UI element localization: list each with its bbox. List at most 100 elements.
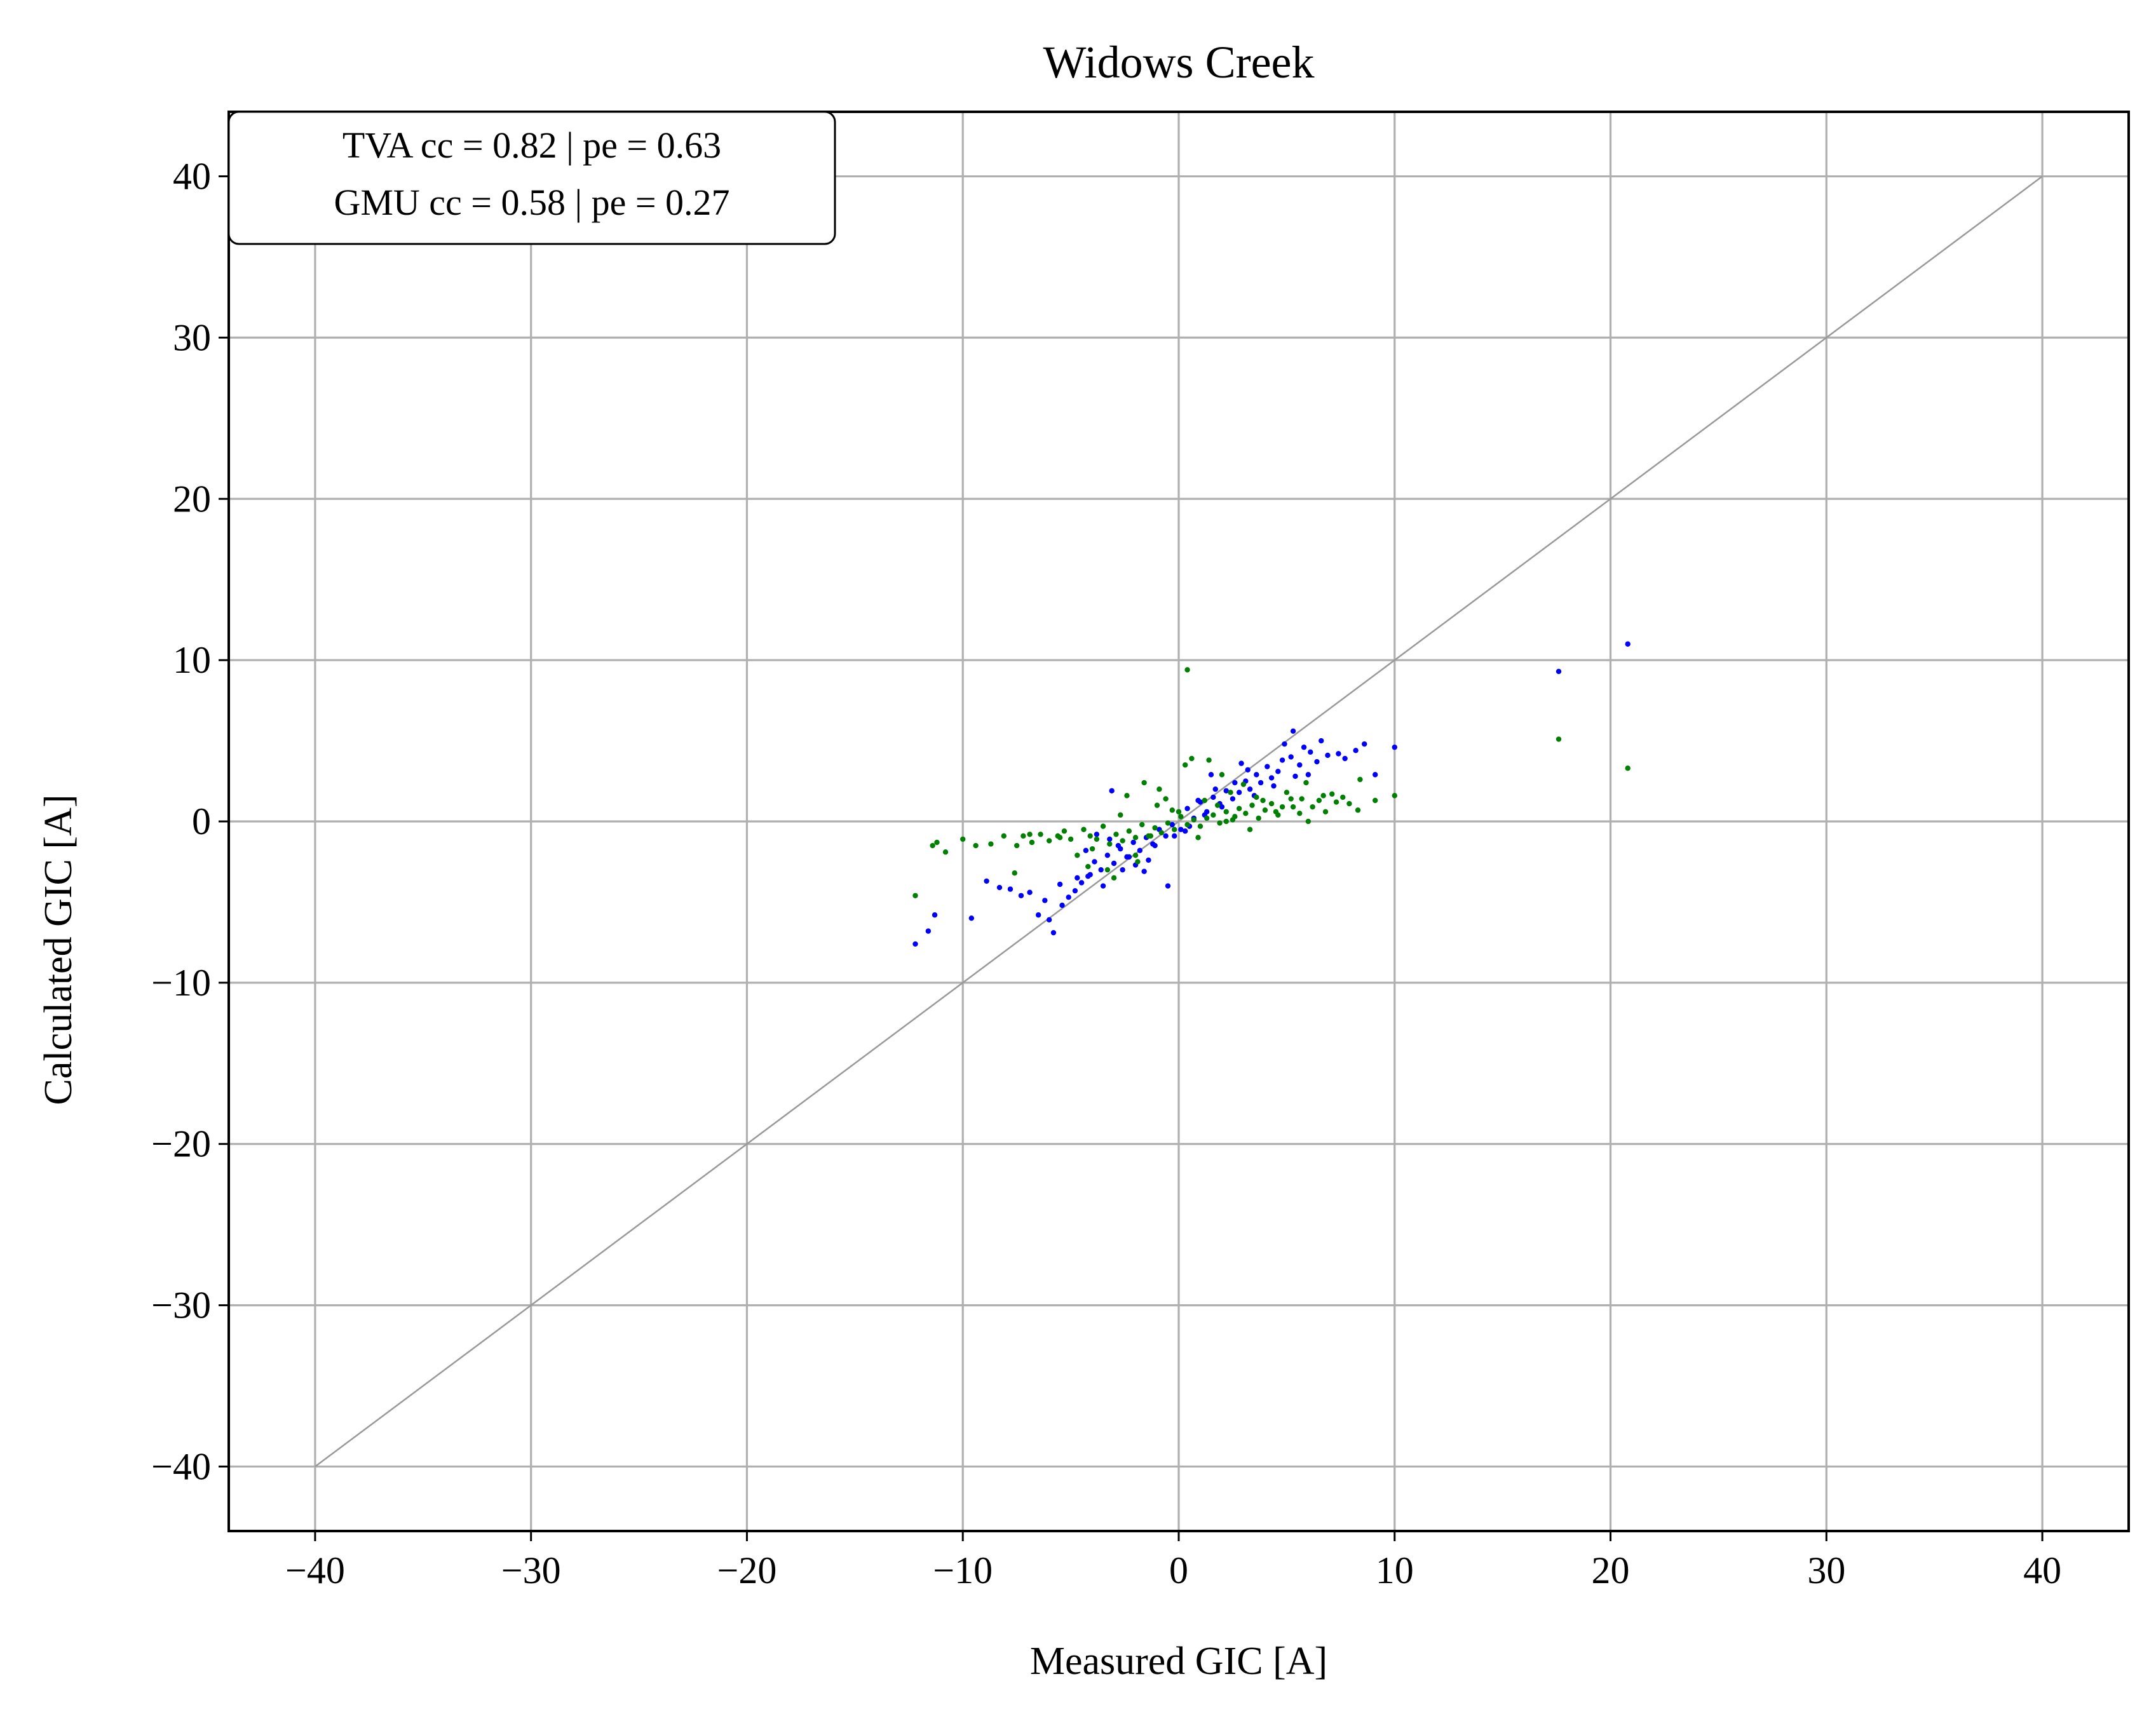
data-point — [1232, 779, 1238, 786]
series-1 — [912, 641, 1631, 947]
data-point — [1156, 786, 1162, 792]
data-point — [1115, 842, 1122, 849]
data-points — [912, 641, 1631, 947]
data-point — [1284, 790, 1290, 795]
data-point — [1046, 838, 1052, 844]
data-point — [1314, 759, 1320, 765]
data-point — [1191, 817, 1197, 823]
data-point — [1195, 797, 1201, 804]
data-point — [1262, 807, 1268, 813]
data-point — [1029, 839, 1035, 846]
data-point — [1027, 832, 1033, 837]
series-2 — [912, 667, 1631, 898]
data-point — [1075, 853, 1080, 858]
data-point — [1001, 833, 1007, 839]
data-point — [1104, 867, 1111, 873]
data-point — [1130, 839, 1136, 846]
data-point — [1299, 796, 1305, 802]
data-point — [1104, 853, 1111, 858]
data-point — [1290, 804, 1296, 810]
data-point — [1336, 751, 1341, 757]
data-point — [1316, 797, 1322, 804]
data-point — [1178, 827, 1184, 832]
data-point — [1152, 825, 1158, 831]
data-point — [1094, 836, 1100, 842]
data-point — [1305, 772, 1312, 778]
data-point — [1178, 814, 1184, 820]
data-point — [1027, 889, 1033, 895]
data-point — [1297, 811, 1303, 816]
data-point — [1372, 797, 1378, 804]
data-point — [1556, 736, 1562, 742]
data-point — [1301, 745, 1307, 750]
data-point — [1118, 812, 1123, 818]
data-point — [1012, 870, 1017, 876]
data-point — [1260, 797, 1266, 804]
data-point — [1210, 794, 1216, 800]
data-point — [925, 928, 932, 934]
x-tick-label: 10 — [1376, 1549, 1414, 1591]
data-point — [1132, 835, 1139, 840]
data-point — [1132, 853, 1139, 858]
data-point — [1109, 788, 1115, 793]
data-point — [1236, 790, 1242, 795]
y-axis-label: Calculated GIC [A] — [37, 795, 80, 1105]
x-axis-label: Measured GIC [A] — [1030, 1640, 1327, 1683]
data-point — [1146, 857, 1151, 863]
data-point — [1057, 881, 1063, 887]
data-point — [1282, 741, 1287, 747]
data-point — [1154, 802, 1160, 808]
data-point — [1087, 872, 1093, 877]
data-point — [1126, 828, 1132, 834]
data-point — [1111, 860, 1117, 867]
data-point — [1625, 641, 1631, 647]
data-point — [1089, 846, 1095, 852]
data-point — [1195, 835, 1201, 840]
data-point — [1392, 793, 1397, 799]
data-point — [1020, 833, 1026, 839]
data-point — [1275, 769, 1281, 774]
data-point — [1197, 823, 1203, 829]
y-tick-label: −30 — [151, 1285, 211, 1326]
y-axis-ticks: −40 −30 −20 −10 0 10 20 30 40 — [151, 156, 229, 1487]
data-point — [1219, 772, 1225, 778]
data-point — [1184, 806, 1190, 811]
data-point — [1214, 802, 1221, 808]
data-point — [1139, 821, 1145, 828]
data-point — [1038, 832, 1043, 837]
data-point — [1268, 775, 1275, 781]
data-point — [1288, 754, 1294, 760]
data-point — [1203, 815, 1210, 821]
data-point — [1279, 757, 1285, 763]
data-point — [1290, 728, 1296, 734]
x-tick-label: 20 — [1592, 1549, 1630, 1591]
data-point — [1046, 917, 1052, 923]
data-point — [1238, 760, 1244, 766]
data-point — [1107, 841, 1113, 847]
data-point — [1208, 772, 1214, 778]
data-point — [1072, 887, 1078, 894]
data-point — [1236, 806, 1242, 811]
data-point — [988, 841, 994, 847]
data-point — [1322, 809, 1329, 814]
data-point — [1556, 668, 1562, 675]
data-point — [1165, 883, 1171, 889]
data-point — [996, 884, 1003, 891]
x-tick-label: −10 — [933, 1549, 993, 1591]
data-point — [1113, 832, 1119, 837]
y-tick-label: −40 — [151, 1445, 211, 1487]
data-point — [1288, 796, 1294, 802]
data-point — [1308, 749, 1313, 755]
data-point — [1254, 794, 1259, 800]
y-tick-label: −20 — [151, 1123, 211, 1165]
x-tick-label: 30 — [1807, 1549, 1845, 1591]
data-point — [1329, 791, 1335, 797]
y-tick-label: 20 — [173, 478, 211, 520]
data-point — [1240, 781, 1247, 787]
y-tick-label: 30 — [173, 316, 211, 358]
data-point — [1212, 786, 1218, 792]
data-point — [1249, 802, 1255, 808]
data-point — [1137, 847, 1143, 853]
stats-annotation: TVA cc = 0.82 | pe = 0.63 GMU cc = 0.58 … — [227, 111, 836, 245]
